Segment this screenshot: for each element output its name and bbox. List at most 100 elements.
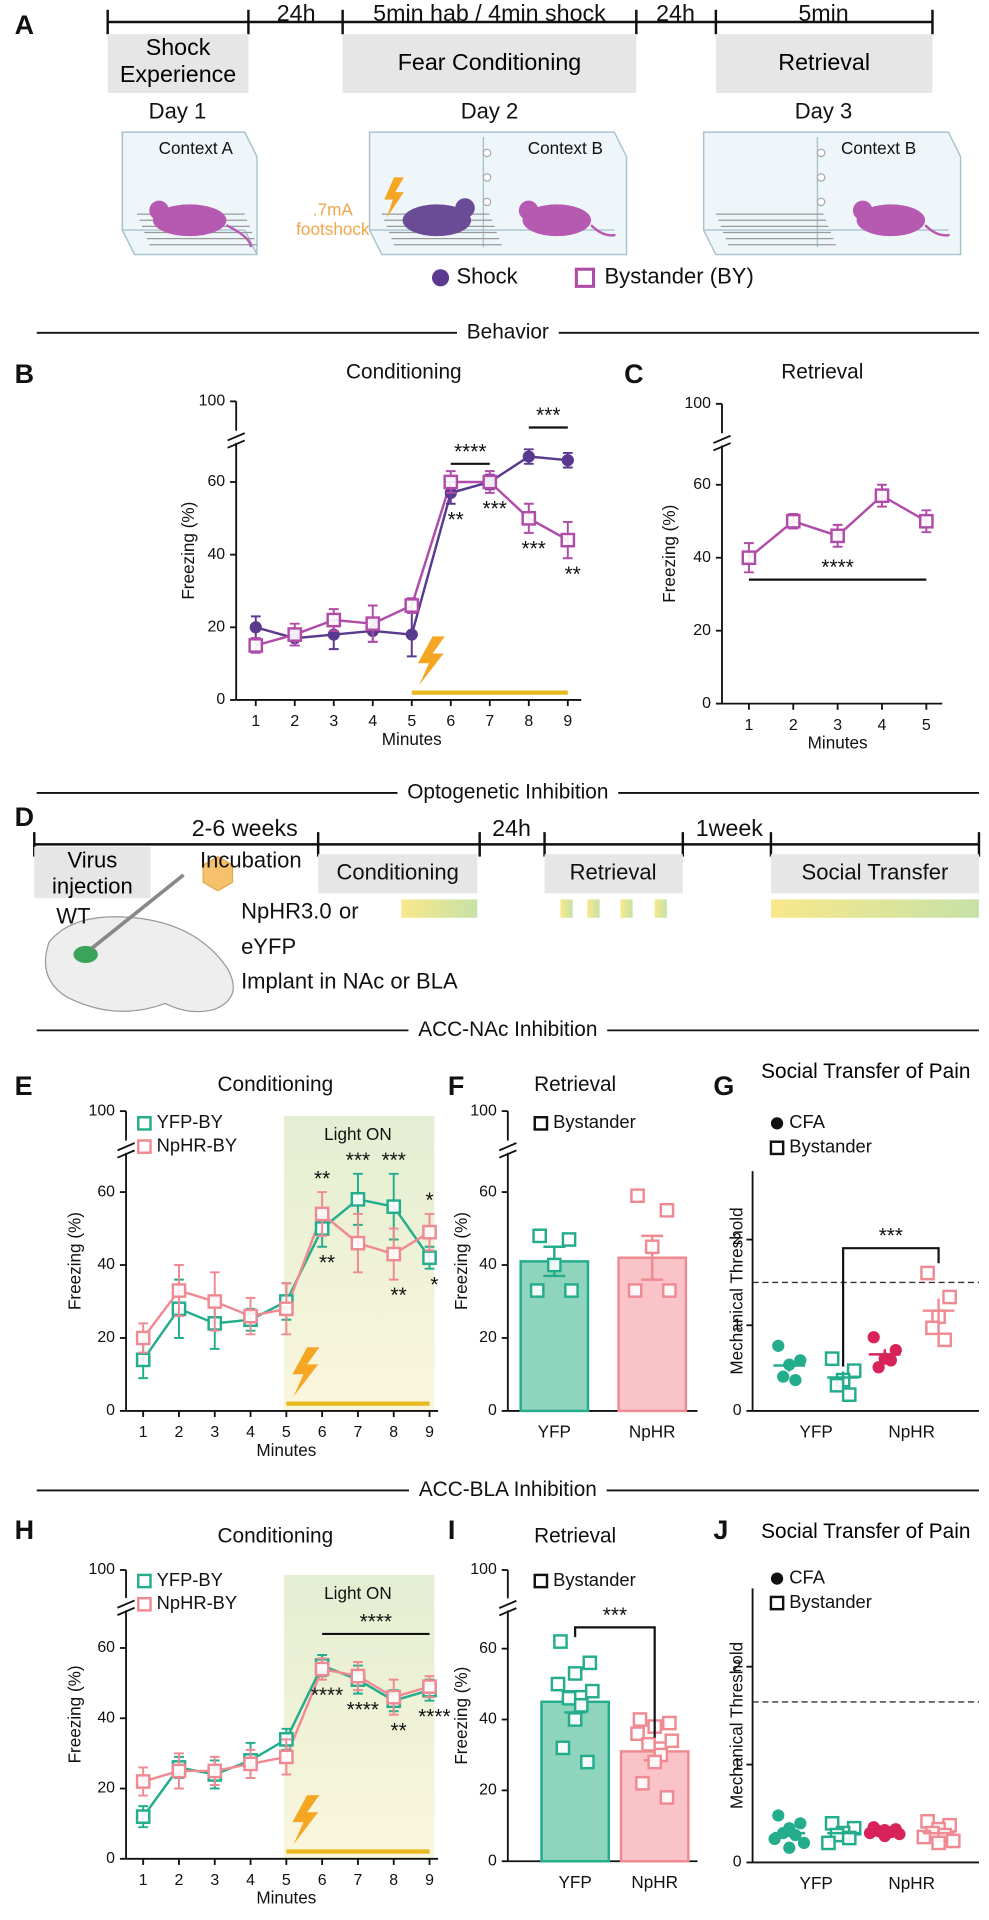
data-point (443, 474, 459, 490)
legend-label: YFP-BY (157, 1111, 223, 1132)
axis-break (498, 1142, 517, 1152)
timeline-d (33, 832, 981, 857)
axis-break (713, 442, 731, 452)
y-tick-label: 0 (488, 1852, 497, 1869)
data-point (405, 628, 418, 641)
data-point (135, 1330, 151, 1346)
data-point (770, 1117, 784, 1130)
axis-break (227, 432, 246, 442)
data-point (794, 1817, 807, 1830)
axis-break (117, 1149, 135, 1159)
y-tick-label: 60 (97, 1183, 115, 1200)
chart-title: Retrieval (534, 1073, 616, 1096)
y-tick-label: 0 (733, 1854, 742, 1871)
x-tick-label: 8 (524, 713, 533, 730)
interval-label: 24h (492, 815, 531, 841)
data-point (135, 1774, 151, 1789)
data-point (783, 1841, 796, 1854)
x-tick-label: NpHR (888, 1421, 935, 1441)
mice (149, 177, 950, 248)
data-point (659, 1202, 675, 1218)
data-point (659, 1790, 675, 1805)
significance-label: **** (311, 1684, 343, 1707)
day-label: Day 2 (461, 98, 519, 123)
phase-label: Shock Experience (119, 35, 237, 88)
x-tick-label: 5 (407, 713, 416, 730)
x-tick-label: 3 (833, 717, 842, 734)
data-point (533, 1573, 549, 1589)
context-label: Context B (841, 138, 916, 158)
legend-label: NpHR-BY (157, 1592, 238, 1613)
data-point (630, 1188, 645, 1204)
y-axis-label: Freezing (%) (451, 1667, 471, 1765)
significance-label: *** (483, 498, 507, 521)
data-point (137, 1596, 152, 1612)
panel-letter: B (15, 359, 34, 389)
data-point (874, 488, 890, 504)
y-tick-label: 0 (488, 1402, 497, 1419)
x-axis-label: Minutes (808, 733, 868, 753)
x-tick-label: NpHR (629, 1421, 676, 1441)
x-tick-label: 9 (563, 713, 572, 730)
x-tick-label: 4 (246, 1424, 255, 1441)
legend-label: Bystander (BY) (605, 264, 754, 289)
data-point (931, 1835, 946, 1851)
panel-letter: F (448, 1071, 464, 1101)
data-point (314, 1206, 330, 1222)
data-point (794, 1354, 807, 1367)
phase-label: Social Transfer (802, 860, 949, 885)
y-tick-label: 100 (89, 1561, 116, 1578)
legend-label: Bystander (789, 1591, 872, 1612)
data-point (314, 1661, 330, 1677)
x-tick-label: 5 (282, 1424, 291, 1441)
data-point (772, 1809, 785, 1822)
or-label: or (339, 899, 359, 924)
y-axis-label: Freezing (%) (178, 502, 198, 600)
data-point (350, 1192, 366, 1207)
phase-boxes-d (34, 846, 979, 899)
significance-label: *** (382, 1149, 406, 1172)
x-tick-label: 6 (318, 1424, 327, 1441)
data-point (207, 1294, 223, 1309)
y-tick-label: 2 (733, 1658, 742, 1675)
y-tick-label: 0 (216, 691, 225, 708)
x-tick-label: 6 (318, 1872, 327, 1889)
legend-marker (574, 267, 596, 288)
significance-bracket (574, 1626, 656, 1738)
y-tick-label: 40 (479, 1256, 497, 1273)
significance-label: * (430, 1273, 438, 1296)
y-tick-label: 0 (106, 1402, 115, 1419)
y-tick-label: 40 (479, 1711, 497, 1728)
data-point (207, 1763, 223, 1779)
interval-label: 2-6 weeks (192, 815, 298, 841)
y-tick-label: 60 (693, 476, 711, 493)
chart-title: Social Transfer of Pain (761, 1059, 971, 1083)
legend-label: Bystander (553, 1569, 636, 1590)
data-point (841, 1387, 857, 1402)
context-label: Context B (528, 138, 603, 158)
data-point (567, 1712, 583, 1727)
phase-label: Retrieval (570, 860, 657, 885)
data-point (872, 1361, 885, 1374)
data-point (555, 1740, 571, 1756)
data-point (937, 1332, 953, 1348)
data-point (482, 474, 498, 490)
bar (619, 1750, 690, 1863)
y-tick-label: 0 (106, 1850, 115, 1867)
significance-label: **** (454, 440, 486, 463)
panel-letter: E (15, 1071, 33, 1101)
data-point (365, 616, 381, 632)
x-tick-label: 2 (175, 1872, 184, 1889)
panel-letter: H (15, 1515, 34, 1545)
significance-label: **** (821, 556, 853, 579)
shock-icon (292, 1347, 320, 1397)
data-point (630, 1726, 645, 1742)
data-point (326, 612, 342, 628)
chart-title: Retrieval (781, 361, 863, 384)
day-label: Day 1 (149, 98, 207, 123)
x-tick-label: YFP (558, 1872, 591, 1892)
data-point (662, 1283, 677, 1298)
data-point (386, 1689, 402, 1705)
data-point (135, 1352, 151, 1368)
